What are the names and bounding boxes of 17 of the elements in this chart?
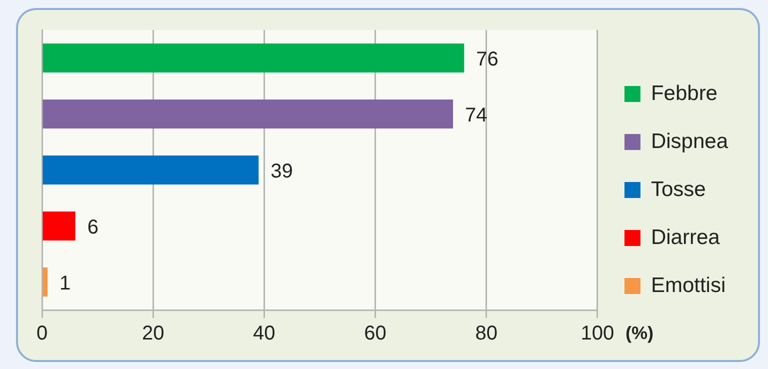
data-label: 74 [465, 104, 488, 127]
data-label: 76 [476, 48, 498, 71]
data-label: 6 [87, 216, 98, 239]
legend-label: Febbre [650, 82, 718, 105]
legend-label: Diarrea [650, 226, 720, 249]
x-axis-title: (%) [625, 322, 654, 343]
x-tick-label: 0 [36, 322, 48, 345]
legend-label: Emottisi [650, 274, 726, 297]
x-tick-label: 40 [253, 322, 276, 345]
legend-label: Dispnea [650, 130, 728, 153]
x-tick-label: 60 [364, 322, 386, 345]
x-tick-label: 20 [142, 322, 164, 345]
data-label: 39 [270, 160, 293, 183]
data-label: 1 [60, 272, 71, 295]
legend-label: Tosse [650, 178, 706, 201]
x-tick-label: 100 [580, 322, 614, 345]
x-tick-label: 80 [475, 322, 498, 345]
